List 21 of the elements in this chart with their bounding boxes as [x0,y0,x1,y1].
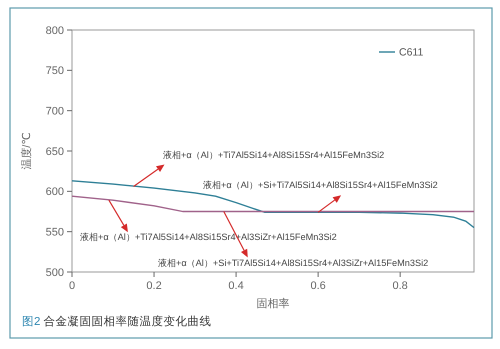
y-tick-label: 800 [46,24,64,37]
y-tick-label: 500 [46,266,64,279]
y-tick-label: 650 [46,146,64,158]
x-tick-label: 0 [68,280,76,292]
line-series [71,195,475,212]
annotation: 液相+α（Al）+Ti7Al5Si14+Al8Si15Sr4+Al15FeMn3Si2 [163,150,384,160]
x-tick-label: 0.6 [310,280,326,292]
x-tick-label: 0.2 [146,280,162,292]
x-tick-label: 0.4 [228,280,244,292]
x-tick-label: 0.8 [392,280,408,292]
annotation: 液相+α（Al）+Si+Ti7Al5Si14+Al8Si15Sr4+Al15FeMn3Si2 [203,180,438,190]
y-tick-label: 700 [46,106,64,118]
y-axis-title: 温度/℃ [20,132,33,170]
line-series [71,180,475,228]
y-tick-label: 600 [46,186,64,198]
y-tick-label: 550 [46,226,64,239]
annotation: 液相+α（Al）+Si+Ti7Al5Si14+Al8Si15Sr4+Al3SiZr+Al15FeMn3Si2 [158,258,428,268]
text: 图2 合金凝固固相率随温度变化曲线 [22,314,212,328]
x-axis-title: 固相率 [256,297,290,310]
legend-label: C611 [399,46,424,59]
y-tick-label: 750 [46,65,64,78]
